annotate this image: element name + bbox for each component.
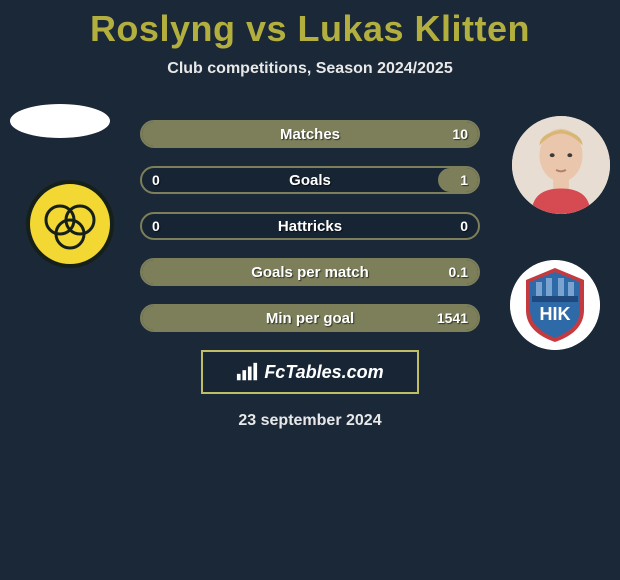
- stat-row: 0 Hattricks 0: [140, 212, 480, 240]
- fctables-label: FcTables.com: [264, 362, 383, 383]
- stat-value-right: 0.1: [449, 264, 468, 280]
- stat-rows: Matches100Goals10Hattricks0Goals per mat…: [140, 120, 480, 332]
- stat-value-left: 0: [152, 172, 160, 188]
- stat-label: Goals per match: [251, 264, 369, 281]
- stat-row: 0 Goals 1: [140, 166, 480, 194]
- comparison-panel: HIK Matches100Goals10Hattricks0Goals per…: [0, 120, 620, 430]
- page-title: Roslyng vs Lukas Klitten: [0, 0, 620, 50]
- stat-value-left: 0: [152, 218, 160, 234]
- stat-row: Goals per match 0.1: [140, 258, 480, 286]
- stat-label: Min per goal: [266, 310, 354, 327]
- stat-label: Hattricks: [278, 218, 342, 235]
- stat-value-right: 1: [460, 172, 468, 188]
- stat-label: Goals: [289, 172, 331, 189]
- stat-row: Min per goal 1541: [140, 304, 480, 332]
- team-right-crest: HIK: [510, 260, 600, 350]
- player-right-avatar: [512, 116, 610, 214]
- fctables-badge: FcTables.com: [201, 350, 419, 394]
- team-left-crest: [26, 180, 114, 268]
- bar-chart-icon: [236, 362, 258, 382]
- date-label: 23 september 2024: [0, 412, 620, 430]
- subtitle: Club competitions, Season 2024/2025: [0, 60, 620, 78]
- stat-value-right: 10: [452, 126, 468, 142]
- stat-row: Matches 10: [140, 120, 480, 148]
- stat-label: Matches: [280, 126, 340, 143]
- stat-value-right: 1541: [437, 310, 468, 326]
- stat-value-right: 0: [460, 218, 468, 234]
- stat-bar-fill: [438, 168, 478, 192]
- svg-text:HIK: HIK: [540, 304, 571, 324]
- player-left-avatar: [10, 104, 110, 138]
